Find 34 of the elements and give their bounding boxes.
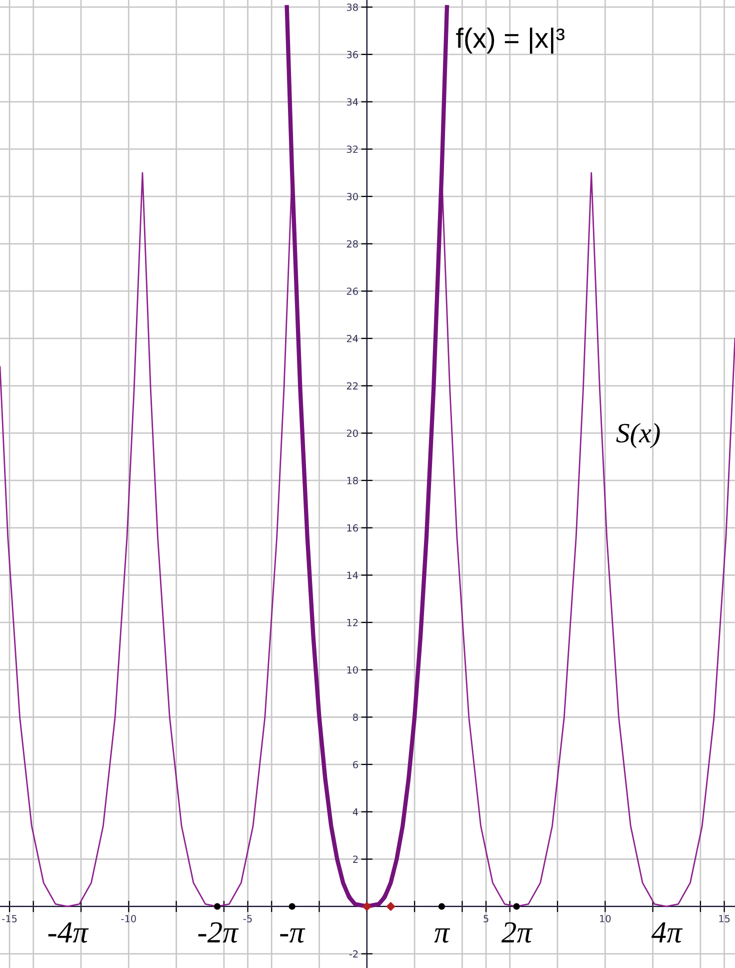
y-tick-label: 8 — [353, 714, 358, 721]
annotation: 4π — [651, 922, 683, 943]
annotation: -2π — [198, 922, 239, 943]
y-tick-label: 2 — [353, 856, 358, 863]
y-tick-label: 4 — [352, 808, 358, 816]
y-tick-label: 6 — [353, 760, 358, 768]
y-tick-label: 10 — [347, 666, 358, 674]
y-tick-label: 32 — [346, 146, 358, 153]
annotation: π — [434, 928, 450, 943]
y-tick-label: 28 — [346, 240, 358, 248]
y-tick-label: 24 — [346, 334, 358, 342]
annotation: S(x) — [616, 423, 660, 448]
y-tick-label: 22 — [346, 382, 358, 390]
y-tick-label: 30 — [346, 192, 358, 200]
annotation: -4π — [48, 922, 89, 943]
y-tick-label: 34 — [346, 98, 358, 106]
y-tick-label: 38 — [346, 4, 358, 11]
y-tick-label: 12 — [347, 618, 358, 626]
x-tick-label: -15 — [2, 915, 17, 922]
annotation: -π — [280, 928, 306, 943]
annotation: 2π — [501, 922, 533, 943]
x-tick-label: -10 — [121, 914, 136, 922]
x-tick-label: -5 — [243, 915, 252, 922]
x-tick-label: 10 — [600, 914, 611, 922]
y-tick-label: 18 — [347, 476, 358, 484]
annotation: f(x) = |x|³ — [456, 28, 564, 54]
y-tick-label: 20 — [346, 430, 358, 437]
y-tick-label: 14 — [347, 572, 358, 579]
y-tick-label: 36 — [346, 50, 358, 58]
y-tick-label: 26 — [346, 288, 358, 295]
y-tick-label: 16 — [347, 524, 358, 532]
x-tick-label: 15 — [719, 915, 730, 922]
y-tick-label: -2 — [349, 950, 358, 958]
x-tick-label: 5 — [484, 915, 488, 922]
